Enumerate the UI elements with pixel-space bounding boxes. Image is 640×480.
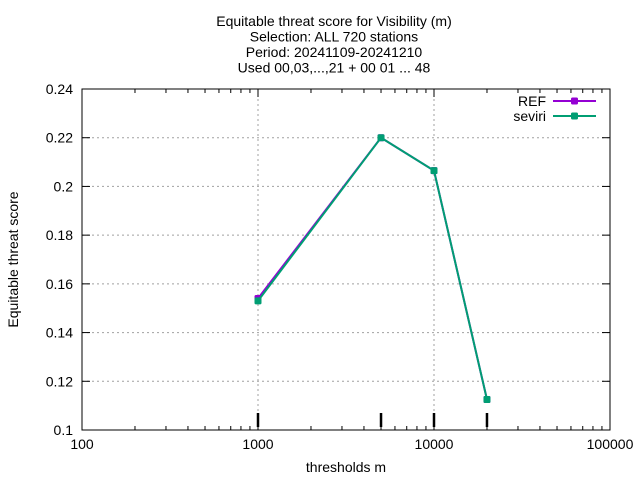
- x-tick-label: 10000: [415, 436, 454, 452]
- y-tick-label: 0.22: [46, 130, 73, 146]
- legend-label-ref: REF: [518, 93, 546, 109]
- legend-swatch-marker: [571, 97, 578, 105]
- chart-title: Equitable threat score for Visibility (m…: [216, 13, 452, 76]
- data-point-seviri: [483, 396, 491, 404]
- title-line-0: Equitable threat score for Visibility (m…: [216, 13, 452, 29]
- data-point-seviri: [377, 134, 385, 142]
- legend-label-seviri: seviri: [513, 108, 546, 124]
- title-line-3: Used 00,03,...,21 + 00 01 ... 48: [238, 60, 431, 76]
- y-tick-label: 0.14: [46, 325, 73, 341]
- title-line-2: Period: 20241109-20241210: [246, 44, 423, 60]
- title-line-1: Selection: ALL 720 stations: [250, 29, 418, 45]
- threshold-markers: [256, 413, 489, 427]
- series: [254, 134, 491, 404]
- data-point-seviri: [254, 297, 262, 305]
- series-line-seviri: [257, 136, 488, 400]
- x-tick-label: 100000: [587, 436, 634, 452]
- y-tick-label: 0.1: [54, 422, 74, 438]
- x-tick-label: 100: [70, 436, 94, 452]
- y-axis-label: Equitable threat score: [5, 191, 21, 327]
- y-tick-label: 0.16: [46, 276, 73, 292]
- y-tick-label: 0.18: [46, 227, 73, 243]
- y-tick-label: 0.2: [54, 178, 74, 194]
- axis-ticks: 0.1 0.12 0.14 0.16 0.18 0.2 0.22 0.24 100 1000 100…: [46, 81, 634, 452]
- x-axis-label: thresholds m: [306, 459, 386, 475]
- grid: [82, 89, 610, 430]
- x-tick-label: 1000: [242, 436, 273, 452]
- plot-frame: [81, 88, 611, 431]
- series-line-ref: [257, 136, 488, 400]
- y-tick-label: 0.12: [46, 373, 73, 389]
- data-point-seviri: [430, 167, 438, 175]
- y-tick-label: 0.24: [46, 81, 73, 97]
- legend-swatch-marker: [571, 112, 578, 120]
